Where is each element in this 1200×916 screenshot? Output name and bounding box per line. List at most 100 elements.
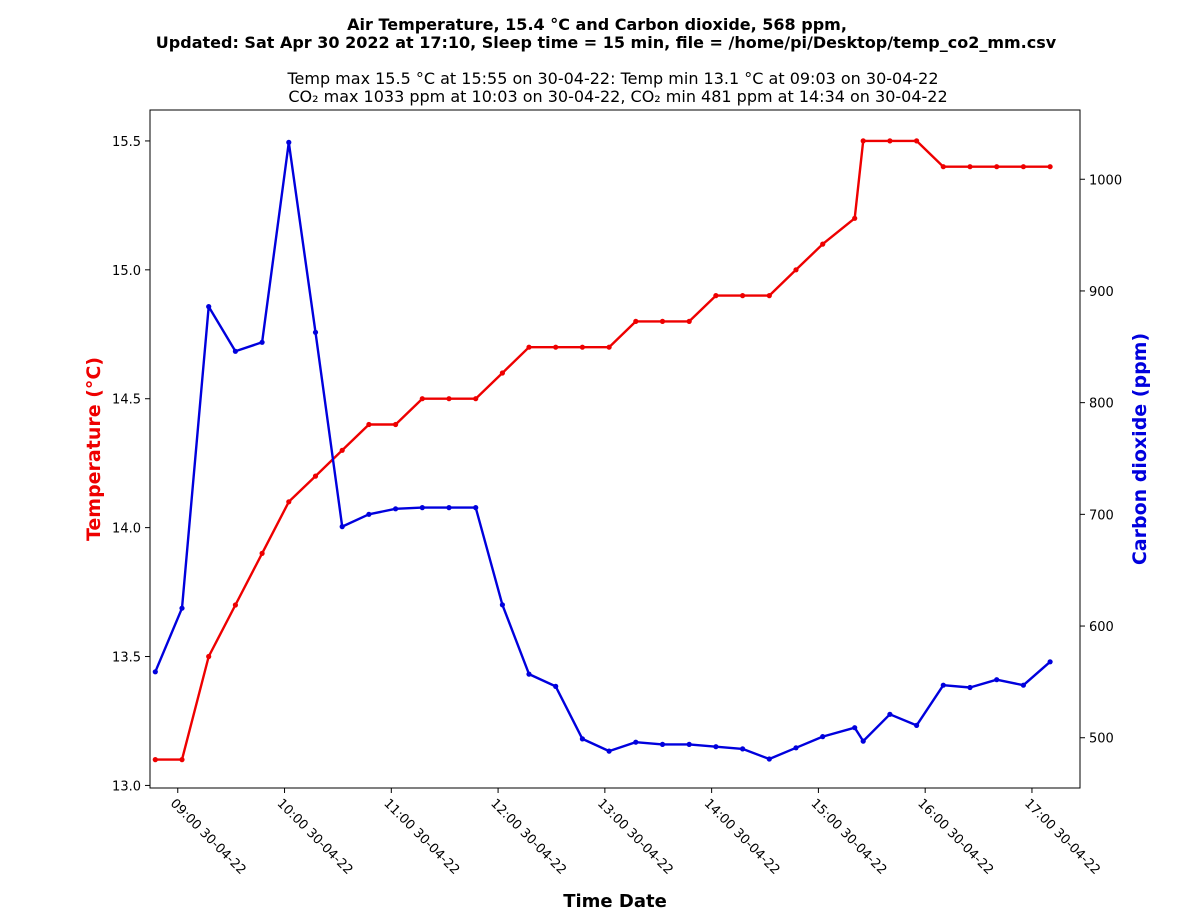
temperature-data-point xyxy=(393,421,399,428)
y-right-tick-label: 800 xyxy=(1089,397,1114,412)
temperature-data-point xyxy=(713,293,719,299)
co2-data-point xyxy=(887,711,893,717)
co2-data-point xyxy=(473,505,479,511)
co2-data-point xyxy=(606,748,612,754)
co2-data-point xyxy=(312,329,319,335)
y-left-tick-label: 13.0 xyxy=(112,779,141,794)
x-tick-label: 15:00 30-04-22 xyxy=(808,796,890,878)
co2-data-point xyxy=(766,756,772,762)
temperature-data-point xyxy=(633,318,639,324)
y-right-tick-label: 700 xyxy=(1089,508,1114,523)
temperature-data-point xyxy=(259,550,265,557)
y-left-tick-label: 14.0 xyxy=(112,522,141,537)
co2-data-point xyxy=(659,741,666,748)
temperature-data-point xyxy=(499,370,505,376)
x-axis-label: Time Date xyxy=(563,891,667,912)
chart-subtitle-line1: Temp max 15.5 °C at 15:55 on 30-04-22: T… xyxy=(286,69,938,88)
chart-subtitle-line2: CO₂ max 1033 ppm at 10:03 on 30-04-22, C… xyxy=(288,87,947,106)
co2-data-point xyxy=(286,139,292,145)
temperature-data-point xyxy=(887,138,893,144)
co2-data-point xyxy=(852,725,858,731)
chart-title-line1: Air Temperature, 15.4 °C and Carbon diox… xyxy=(347,15,847,34)
temperature-data-point xyxy=(152,757,158,763)
co2-data-point xyxy=(994,677,1000,683)
co2-data-point xyxy=(1047,659,1053,665)
temperature-data-point xyxy=(206,653,212,660)
x-tick-label: 12:00 30-04-22 xyxy=(487,796,569,878)
co2-data-point xyxy=(339,524,345,530)
co2-data-point xyxy=(860,738,866,744)
temperature-data-point xyxy=(793,267,799,273)
x-axis: 09:00 30-04-22 10:00 30-04-22 11:00 30-04-… xyxy=(167,788,1103,878)
co2-data-point xyxy=(633,739,639,745)
y-axis-right-label: Carbon dioxide (ppm) xyxy=(1129,333,1151,565)
co2-data-point xyxy=(499,602,505,608)
co2-data-point xyxy=(206,304,212,310)
co2-data-point xyxy=(579,736,586,742)
co2-data-point xyxy=(740,746,746,752)
co2-data-point xyxy=(232,348,238,354)
temperature-data-point xyxy=(766,293,772,299)
co2-data-point xyxy=(446,505,452,511)
temperature-series-line xyxy=(155,139,1051,761)
temperature-data-point xyxy=(366,421,372,428)
co2-series-line xyxy=(154,141,1051,761)
co2-data-point xyxy=(940,682,946,688)
temperature-data-point xyxy=(473,396,479,402)
y-right-tick-label: 900 xyxy=(1089,285,1114,300)
temperature-data-point xyxy=(579,344,586,350)
chart-title-line2: Updated: Sat Apr 30 2022 at 17:10, Sleep… xyxy=(156,33,1057,52)
temperature-data-point xyxy=(179,757,185,763)
y-left-tick-label: 13.5 xyxy=(112,651,141,666)
temperature-data-point xyxy=(339,447,345,453)
co2-data-point xyxy=(393,506,399,512)
x-tick-label: 09:00 30-04-22 xyxy=(167,796,249,878)
y-axis-right: 500 600 700 800 900 1000 xyxy=(1080,173,1122,747)
co2-data-point xyxy=(419,505,425,511)
y-left-tick-label: 15.0 xyxy=(112,264,141,279)
x-tick-label: 10:00 30-04-22 xyxy=(274,796,356,878)
temperature-data-point xyxy=(994,164,1000,170)
temperature-data-point xyxy=(606,344,612,350)
co2-data-point xyxy=(820,734,826,740)
co2-data-point xyxy=(713,744,719,750)
y-right-tick-label: 500 xyxy=(1089,732,1114,747)
temperature-data-point xyxy=(852,215,858,221)
temperature-data-point xyxy=(940,164,946,170)
temperature-data-point xyxy=(1020,164,1026,170)
co2-data-point xyxy=(967,684,973,691)
plot-frame xyxy=(149,109,1081,789)
co2-data-point xyxy=(179,605,185,611)
co2-data-point xyxy=(914,722,920,729)
co2-data-point xyxy=(259,339,265,345)
temperature-data-point xyxy=(446,396,452,402)
temperature-data-point xyxy=(419,396,425,402)
temperature-data-point xyxy=(1047,164,1053,170)
co2-data-point xyxy=(1020,682,1026,688)
x-tick-label: 16:00 30-04-22 xyxy=(914,796,996,878)
y-left-tick-label: 15.5 xyxy=(112,135,141,150)
y-right-tick-label: 600 xyxy=(1089,620,1114,635)
temperature-data-point xyxy=(526,344,532,350)
y-axis-left: 13.0 13.5 14.0 14.5 15.0 15.5 xyxy=(112,135,150,794)
x-tick-label: 11:00 30-04-22 xyxy=(380,796,462,878)
co2-data-point xyxy=(366,511,372,517)
x-tick-label: 14:00 30-04-22 xyxy=(701,796,783,878)
x-tick-label: 17:00 30-04-22 xyxy=(1021,796,1103,878)
y-axis-left-label: Temperature (°C) xyxy=(83,357,105,541)
co2-data-point xyxy=(686,741,692,748)
y-right-tick-label: 1000 xyxy=(1089,173,1122,188)
temperature-data-point xyxy=(232,602,238,608)
temperature-data-point xyxy=(914,138,920,144)
co2-data-point xyxy=(793,745,799,751)
temperature-data-point xyxy=(740,293,746,299)
temperature-data-point xyxy=(659,318,666,324)
co2-data-point xyxy=(526,671,532,677)
temperature-data-point xyxy=(820,241,826,247)
temperature-data-point xyxy=(967,164,973,170)
temperature-data-point xyxy=(686,318,692,324)
temperature-data-point xyxy=(312,473,319,479)
co2-data-point xyxy=(553,683,559,690)
x-tick-label: 13:00 30-04-22 xyxy=(594,796,676,878)
